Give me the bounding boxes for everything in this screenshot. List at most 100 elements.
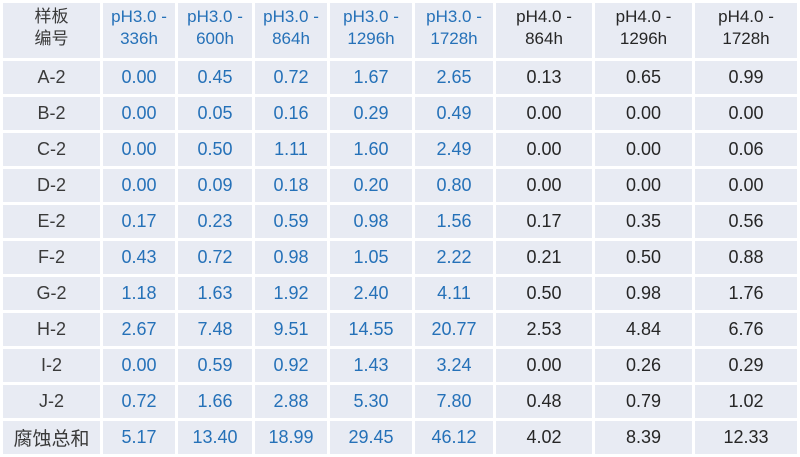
value-cell: 2.53 xyxy=(496,313,592,346)
value-cell: 0.59 xyxy=(178,349,252,382)
table-row: H-2 2.67 7.48 9.51 14.55 20.77 2.53 4.84 6.76 xyxy=(3,313,797,346)
value-cell: 1.11 xyxy=(255,133,327,166)
value-cell: 0.50 xyxy=(178,133,252,166)
row-label: B-2 xyxy=(3,97,100,130)
value-cell: 0.17 xyxy=(103,205,175,238)
value-cell: 0.00 xyxy=(103,169,175,202)
row-label: I-2 xyxy=(3,349,100,382)
value-cell: 46.12 xyxy=(415,421,493,454)
value-cell: 0.92 xyxy=(255,349,327,382)
value-cell: 2.67 xyxy=(103,313,175,346)
value-cell: 0.05 xyxy=(178,97,252,130)
value-cell: 1.67 xyxy=(330,61,412,94)
value-cell: 1.60 xyxy=(330,133,412,166)
value-cell: 0.98 xyxy=(330,205,412,238)
value-cell: 1.02 xyxy=(695,385,797,418)
value-cell: 0.43 xyxy=(103,241,175,274)
column-header-2: pH3.0 - 864h xyxy=(255,3,327,58)
column-header-7: pH4.0 - 1728h xyxy=(695,3,797,58)
table-row: I-2 0.00 0.59 0.92 1.43 3.24 0.00 0.26 0.29 xyxy=(3,349,797,382)
value-cell: 29.45 xyxy=(330,421,412,454)
value-cell: 9.51 xyxy=(255,313,327,346)
value-cell: 2.40 xyxy=(330,277,412,310)
value-cell: 1.76 xyxy=(695,277,797,310)
table-row: G-2 1.18 1.63 1.92 2.40 4.11 0.50 0.98 1.76 xyxy=(3,277,797,310)
value-cell: 18.99 xyxy=(255,421,327,454)
value-cell: 2.88 xyxy=(255,385,327,418)
value-cell: 0.50 xyxy=(595,241,692,274)
value-cell: 0.48 xyxy=(496,385,592,418)
value-cell: 8.39 xyxy=(595,421,692,454)
value-cell: 0.98 xyxy=(255,241,327,274)
value-cell: 5.17 xyxy=(103,421,175,454)
value-cell: 1.92 xyxy=(255,277,327,310)
value-cell: 0.00 xyxy=(595,133,692,166)
value-cell: 12.33 xyxy=(695,421,797,454)
value-cell: 7.80 xyxy=(415,385,493,418)
row-label: F-2 xyxy=(3,241,100,274)
value-cell: 0.72 xyxy=(255,61,327,94)
value-cell: 5.30 xyxy=(330,385,412,418)
header-row: 样板 编号 pH3.0 - 336h pH3.0 - 600h pH3.0 - 86… xyxy=(3,3,797,58)
column-header-0: pH3.0 - 336h xyxy=(103,3,175,58)
value-cell: 0.29 xyxy=(695,349,797,382)
table-body: A-2 0.00 0.45 0.72 1.67 2.65 0.13 0.65 0.99 B-2 0.… xyxy=(3,61,797,454)
table-row: B-2 0.00 0.05 0.16 0.29 0.49 0.00 0.00 0.00 xyxy=(3,97,797,130)
value-cell: 1.63 xyxy=(178,277,252,310)
value-cell: 0.13 xyxy=(496,61,592,94)
value-cell: 0.65 xyxy=(595,61,692,94)
value-cell: 3.24 xyxy=(415,349,493,382)
row-label: J-2 xyxy=(3,385,100,418)
value-cell: 0.72 xyxy=(178,241,252,274)
value-cell: 0.56 xyxy=(695,205,797,238)
total-row-label: 腐蚀总和 xyxy=(3,421,100,454)
column-header-5: pH4.0 - 864h xyxy=(496,3,592,58)
value-cell: 2.49 xyxy=(415,133,493,166)
total-row: 腐蚀总和 5.17 13.40 18.99 29.45 46.12 4.02 8.39 12.3… xyxy=(3,421,797,454)
value-cell: 0.17 xyxy=(496,205,592,238)
value-cell: 0.72 xyxy=(103,385,175,418)
value-cell: 4.11 xyxy=(415,277,493,310)
row-label: A-2 xyxy=(3,61,100,94)
table-row: E-2 0.17 0.23 0.59 0.98 1.56 0.17 0.35 0.56 xyxy=(3,205,797,238)
value-cell: 0.00 xyxy=(695,97,797,130)
row-label: D-2 xyxy=(3,169,100,202)
value-cell: 0.29 xyxy=(330,97,412,130)
column-header-4: pH3.0 - 1728h xyxy=(415,3,493,58)
value-cell: 0.49 xyxy=(415,97,493,130)
table-row: A-2 0.00 0.45 0.72 1.67 2.65 0.13 0.65 0.99 xyxy=(3,61,797,94)
value-cell: 0.06 xyxy=(695,133,797,166)
value-cell: 0.98 xyxy=(595,277,692,310)
value-cell: 0.00 xyxy=(103,97,175,130)
value-cell: 0.79 xyxy=(595,385,692,418)
value-cell: 2.65 xyxy=(415,61,493,94)
table-row: D-2 0.00 0.09 0.18 0.20 0.80 0.00 0.00 0.00 xyxy=(3,169,797,202)
value-cell: 4.02 xyxy=(496,421,592,454)
value-cell: 1.66 xyxy=(178,385,252,418)
value-cell: 0.99 xyxy=(695,61,797,94)
value-cell: 0.23 xyxy=(178,205,252,238)
value-cell: 0.00 xyxy=(496,97,592,130)
value-cell: 0.16 xyxy=(255,97,327,130)
value-cell: 0.00 xyxy=(595,97,692,130)
value-cell: 0.45 xyxy=(178,61,252,94)
value-cell: 1.43 xyxy=(330,349,412,382)
value-cell: 0.59 xyxy=(255,205,327,238)
value-cell: 0.00 xyxy=(103,133,175,166)
corner-header-sample-id: 样板 编号 xyxy=(3,3,100,58)
row-label: H-2 xyxy=(3,313,100,346)
table-row: C-2 0.00 0.50 1.11 1.60 2.49 0.00 0.00 0.06 xyxy=(3,133,797,166)
value-cell: 1.18 xyxy=(103,277,175,310)
value-cell: 0.18 xyxy=(255,169,327,202)
value-cell: 0.21 xyxy=(496,241,592,274)
column-header-3: pH3.0 - 1296h xyxy=(330,3,412,58)
value-cell: 0.00 xyxy=(496,349,592,382)
value-cell: 13.40 xyxy=(178,421,252,454)
value-cell: 0.50 xyxy=(496,277,592,310)
value-cell: 6.76 xyxy=(695,313,797,346)
value-cell: 0.35 xyxy=(595,205,692,238)
value-cell: 7.48 xyxy=(178,313,252,346)
value-cell: 0.80 xyxy=(415,169,493,202)
column-header-6: pH4.0 - 1296h xyxy=(595,3,692,58)
